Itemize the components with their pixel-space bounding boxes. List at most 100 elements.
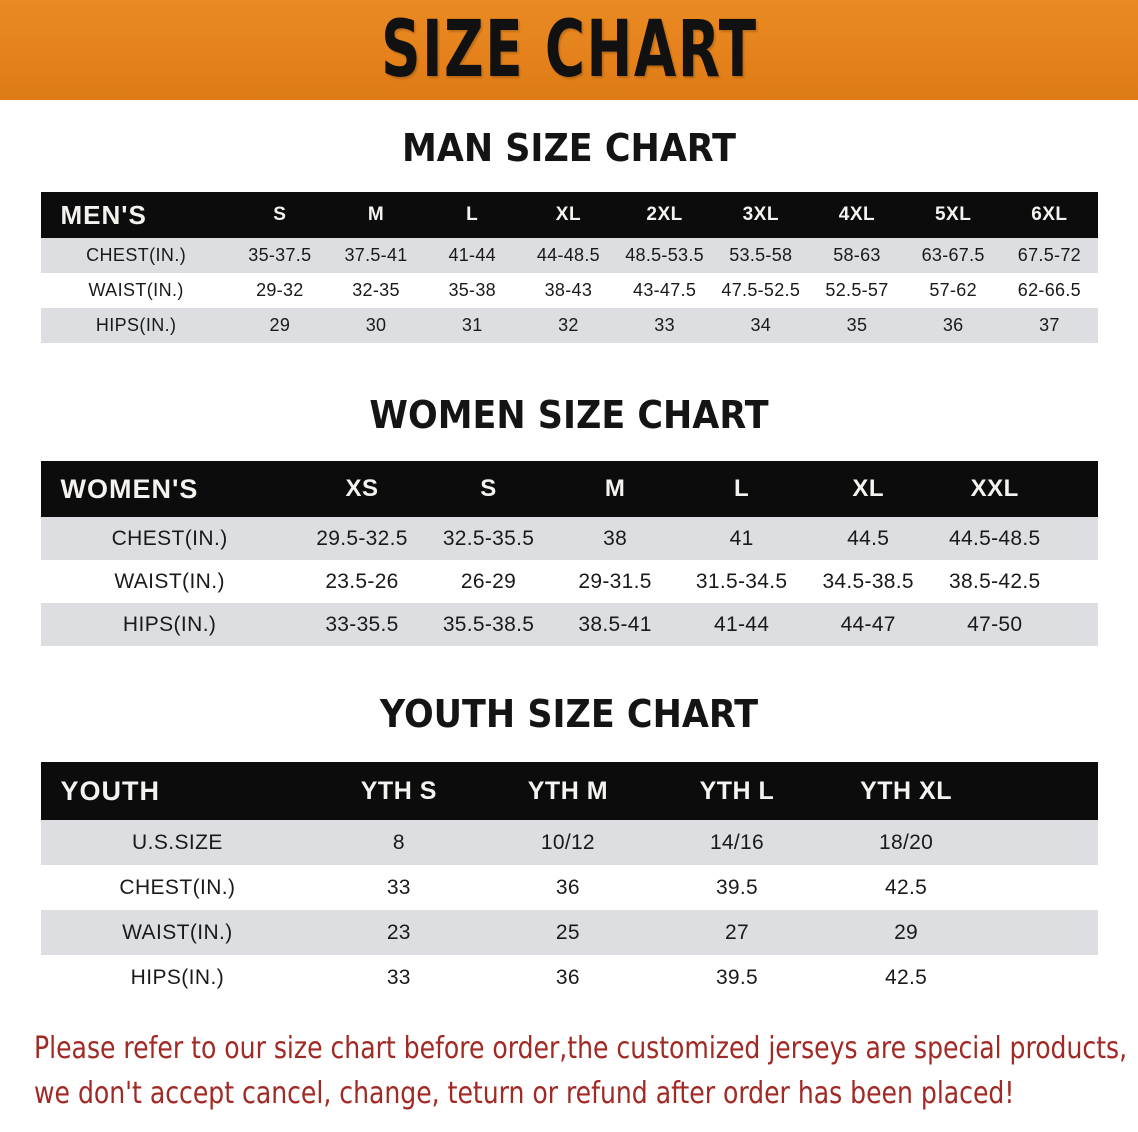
column-header-women-0: XS: [345, 475, 379, 502]
table-row: CHEST(IN.) 33 36 39.5 42.5: [40, 865, 1098, 910]
women-table-body: CHEST(IN.) 29.5-32.5 32.5-35.5 38 41 44.5 44.5…: [40, 517, 1098, 646]
youth-row-spacer: [991, 865, 1098, 910]
cell-women-1-2: 29-31.5: [578, 569, 652, 593]
youth-header-spacer: [991, 762, 1098, 820]
cell-women-2-3: 41-44: [714, 612, 770, 636]
cell-women-0-1: 32.5-35.5: [442, 526, 535, 550]
page-title: SIZE CHART: [380, 5, 758, 95]
cell-women-0-5: 44.5-48.5: [949, 526, 1041, 550]
column-header-women-5: XXL: [970, 475, 1019, 502]
cell-man-2-7: 36: [942, 315, 964, 335]
column-header-youth-2: YTH L: [699, 776, 775, 805]
cell-youth-0-3: 18/20: [879, 830, 934, 854]
man-table-body: CHEST(IN.) 35-37.5 37.5-41 41-44 44-48.5 48.5…: [40, 238, 1098, 343]
table-header-row: YOUTH YTH S YTH M YTH L YTH XL: [40, 762, 1098, 820]
women-table-corner-label: WOMEN'S: [60, 473, 199, 504]
cell-man-0-6: 58-63: [833, 245, 881, 265]
women-size-section: WOMEN SIZE CHART WOMEN'S XS S M L XL XXL CHEST…: [0, 393, 1138, 646]
cell-youth-2-3: 29: [894, 920, 919, 944]
youth-row-spacer: [991, 910, 1098, 955]
disclaimer-line-2: we don't accept cancel, change, teturn o…: [34, 1076, 1015, 1111]
cell-man-1-2: 35-38: [448, 280, 496, 300]
cell-man-1-7: 57-62: [929, 280, 977, 300]
cell-women-2-5: 47-50: [967, 612, 1023, 636]
cell-man-0-4: 48.5-53.5: [625, 245, 704, 265]
cell-youth-1-2: 39.5: [715, 875, 759, 899]
row-label-youth-0: U.S.SIZE: [132, 830, 223, 854]
cell-man-1-5: 47.5-52.5: [721, 280, 801, 300]
cell-women-0-3: 41: [729, 526, 754, 550]
youth-size-section: YOUTH SIZE CHART YOUTH YTH S YTH M YTH L YTH…: [0, 692, 1138, 1000]
youth-section-title: YOUTH SIZE CHART: [379, 692, 759, 736]
table-row: WAIST(IN.) 29-32 32-35 35-38 38-43 43-47.5 47.…: [40, 273, 1098, 308]
women-header-spacer: [1058, 461, 1098, 517]
column-header-man-5: 3XL: [742, 204, 779, 225]
table-row: CHEST(IN.) 35-37.5 37.5-41 41-44 44-48.5 48.5…: [40, 238, 1098, 273]
column-header-man-8: 6XL: [1031, 204, 1068, 225]
women-table-header: WOMEN'S XS S M L XL XXL: [40, 461, 1098, 517]
cell-man-0-3: 44-48.5: [536, 245, 600, 265]
row-label-man-2: HIPS(IN.): [95, 315, 177, 335]
cell-man-0-1: 37.5-41: [344, 245, 408, 265]
cell-man-2-5: 34: [750, 315, 772, 335]
column-header-man-7: 5XL: [934, 204, 972, 225]
column-header-man-4: 2XL: [646, 204, 683, 225]
table-header-row: MEN'S S M L XL 2XL 3XL 4XL 5XL 6XL: [40, 192, 1098, 238]
cell-youth-0-0: 8: [392, 830, 405, 854]
cell-youth-0-2: 14/16: [709, 830, 764, 854]
man-table-header: MEN'S S M L XL 2XL 3XL 4XL 5XL 6XL: [40, 192, 1098, 238]
cell-man-0-5: 53.5-58: [729, 245, 793, 265]
row-label-youth-3: HIPS(IN.): [130, 965, 225, 989]
order-policy-disclaimer: Please refer to our size chart before or…: [34, 1026, 1128, 1116]
column-header-youth-1: YTH M: [527, 776, 609, 805]
cell-women-1-4: 34.5-38.5: [822, 569, 914, 593]
cell-man-0-7: 63-67.5: [921, 245, 985, 265]
women-row-spacer: [1058, 560, 1098, 603]
column-header-man-0: S: [273, 204, 287, 225]
man-section-title: MAN SIZE CHART: [401, 126, 737, 170]
cell-man-1-4: 43-47.5: [633, 280, 697, 300]
table-row: CHEST(IN.) 29.5-32.5 32.5-35.5 38 41 44.5 44.5…: [40, 517, 1098, 560]
cell-man-2-3: 32: [558, 315, 579, 335]
cell-youth-2-2: 27: [724, 920, 749, 944]
cell-youth-0-1: 10/12: [540, 830, 595, 854]
column-header-man-1: M: [367, 204, 385, 225]
youth-table-header: YOUTH YTH S YTH M YTH L YTH XL: [40, 762, 1098, 820]
cell-youth-2-0: 23: [386, 920, 411, 944]
table-row: HIPS(IN.) 33-35.5 35.5-38.5 38.5-41 41-44 44-…: [40, 603, 1098, 646]
women-size-table: WOMEN'S XS S M L XL XXL CHEST(IN.) 29.5-32.5 32.…: [40, 461, 1098, 646]
youth-row-spacer: [991, 955, 1098, 1000]
cell-women-2-2: 38.5-41: [578, 612, 652, 636]
cell-man-1-3: 38-43: [544, 280, 593, 300]
cell-women-1-0: 23.5-26: [325, 569, 399, 593]
cell-man-2-2: 31: [461, 315, 483, 335]
column-header-man-3: XL: [555, 204, 582, 225]
cell-youth-3-3: 42.5: [885, 965, 928, 989]
cell-women-0-0: 29.5-32.5: [316, 526, 408, 550]
column-header-youth-3: YTH XL: [860, 776, 952, 805]
disclaimer-line-1: Please refer to our size chart before or…: [34, 1031, 1128, 1066]
column-header-man-2: L: [466, 204, 479, 225]
page-banner: SIZE CHART: [0, 0, 1138, 100]
cell-youth-3-0: 33: [386, 965, 411, 989]
youth-table-body: U.S.SIZE 8 10/12 14/16 18/20 CHEST(IN.) 33 36 39…: [40, 820, 1098, 1000]
cell-youth-1-0: 33: [386, 875, 411, 899]
cell-man-2-4: 33: [654, 315, 675, 335]
cell-women-1-3: 31.5-34.5: [695, 569, 788, 593]
youth-size-table: YOUTH YTH S YTH M YTH L YTH XL U.S.SIZE 8 10/1…: [40, 762, 1098, 1000]
cell-youth-1-3: 42.5: [885, 875, 928, 899]
table-row: HIPS(IN.) 33 36 39.5 42.5: [40, 955, 1098, 1000]
row-label-women-1: WAIST(IN.): [114, 569, 225, 593]
cell-women-1-1: 26-29: [460, 569, 517, 593]
column-header-women-1: S: [480, 475, 497, 502]
youth-row-spacer: [991, 820, 1098, 865]
table-row: WAIST(IN.) 23.5-26 26-29 29-31.5 31.5-34.5 34…: [40, 560, 1098, 603]
cell-women-2-4: 44-47: [840, 612, 896, 636]
cell-women-2-0: 33-35.5: [325, 612, 399, 636]
cell-man-0-2: 41-44: [448, 245, 496, 265]
man-size-section: MAN SIZE CHART MEN'S S M L XL 2XL 3XL 4XL 5XL 6XL…: [0, 126, 1138, 343]
women-row-spacer: [1058, 517, 1098, 560]
cell-youth-3-1: 36: [555, 965, 580, 989]
row-label-man-1: WAIST(IN.): [88, 280, 184, 300]
cell-man-1-8: 62-66.5: [1017, 280, 1081, 300]
